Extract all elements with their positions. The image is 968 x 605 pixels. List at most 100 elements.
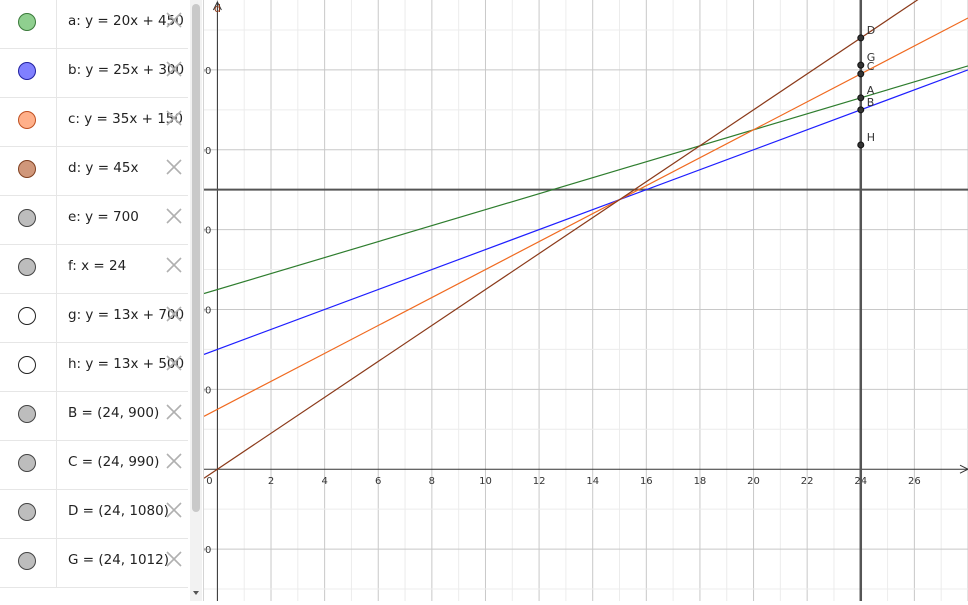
algebra-item-label[interactable]: C = (24, 990) (68, 454, 160, 470)
algebra-item[interactable]: C = (24, 990) (0, 441, 188, 490)
algebra-item[interactable]: c: y = 35x + 150 (0, 98, 188, 147)
algebra-item-gutter (0, 147, 57, 195)
y-tick-label: 1000 (204, 66, 211, 77)
algebra-item[interactable]: h: y = 13x + 500 (0, 343, 188, 392)
algebra-item-gutter (0, 343, 57, 391)
algebra-item[interactable]: b: y = 25x + 300 (0, 49, 188, 98)
x-tick-label: 20 (747, 476, 760, 487)
delete-item-icon[interactable] (164, 59, 184, 79)
delete-item-icon[interactable] (164, 108, 184, 128)
point-D (857, 34, 865, 42)
algebra-item-label[interactable]: g: y = 13x + 700 (68, 307, 185, 323)
algebra-item-label[interactable]: G = (24, 1012) (68, 552, 170, 568)
x-tick-label: 0 (206, 476, 212, 487)
visibility-toggle-icon[interactable] (18, 209, 36, 227)
graph-lines (203, 0, 968, 601)
visibility-toggle-icon[interactable] (18, 503, 36, 521)
algebra-view: a: y = 20x + 450 b: y = 25x + 300 c: y = 3… (0, 0, 204, 601)
point-C (857, 70, 865, 78)
x-tick-label: 26 (908, 476, 921, 487)
algebra-item-label[interactable]: d: y = 45x (68, 160, 139, 176)
axes: d02468101214161820222426−200200400600800… (184, 0, 968, 601)
point-label: G (867, 51, 876, 64)
delete-item-icon[interactable] (164, 206, 184, 226)
x-tick-label: 16 (640, 476, 653, 487)
delete-item-icon[interactable] (164, 353, 184, 373)
x-tick-label: 12 (533, 476, 546, 487)
delete-item-icon[interactable] (164, 549, 184, 569)
y-tick-label: 200 (204, 385, 211, 396)
point-label: H (867, 131, 875, 144)
delete-item-icon[interactable] (164, 451, 184, 471)
visibility-toggle-icon[interactable] (18, 307, 36, 325)
line-a (203, 65, 968, 295)
point-B (857, 106, 865, 114)
algebra-item-gutter (0, 0, 57, 48)
scroll-down-arrow-icon[interactable] (190, 585, 202, 599)
y-tick-label: 800 (204, 146, 211, 157)
x-tick-label: 6 (375, 476, 381, 487)
x-axis-arrow-icon (959, 464, 968, 474)
visibility-toggle-icon[interactable] (18, 405, 36, 423)
algebra-item-gutter (0, 441, 57, 489)
visibility-toggle-icon[interactable] (18, 160, 36, 178)
delete-item-icon[interactable] (164, 304, 184, 324)
grid (204, 0, 968, 601)
delete-item-icon[interactable] (164, 500, 184, 520)
algebra-item-label[interactable]: h: y = 13x + 500 (68, 356, 185, 372)
delete-item-icon[interactable] (164, 402, 184, 422)
algebra-item[interactable]: B = (24, 900) (0, 392, 188, 441)
algebra-item-gutter (0, 196, 57, 244)
algebra-item-label[interactable]: e: y = 700 (68, 209, 139, 225)
algebra-item-label[interactable]: f: x = 24 (68, 258, 127, 274)
visibility-toggle-icon[interactable] (18, 552, 36, 570)
algebra-item-label[interactable]: b: y = 25x + 300 (68, 62, 185, 78)
x-tick-label: 14 (586, 476, 599, 487)
algebra-item-label[interactable]: B = (24, 900) (68, 405, 160, 421)
algebra-item[interactable]: G = (24, 1012) (0, 539, 188, 588)
algebra-item-label[interactable]: a: y = 20x + 450 (68, 13, 184, 29)
algebra-item[interactable]: f: x = 24 (0, 245, 188, 294)
line-b (203, 69, 968, 355)
graph-canvas[interactable]: d02468101214161820222426−200200400600800… (184, 0, 968, 601)
x-tick-label: 2 (268, 476, 274, 487)
algebra-item[interactable]: d: y = 45x (0, 147, 188, 196)
x-tick-label: 22 (801, 476, 814, 487)
algebra-item[interactable]: a: y = 20x + 450 (0, 0, 188, 49)
visibility-toggle-icon[interactable] (18, 62, 36, 80)
algebra-item-gutter (0, 539, 57, 587)
visibility-toggle-icon[interactable] (18, 111, 36, 129)
y-tick-label: 400 (204, 305, 211, 316)
y-axis-arrow-icon (212, 0, 222, 11)
y-tick-label: 600 (204, 226, 211, 237)
line-c (203, 17, 968, 417)
line-d (203, 0, 919, 479)
point-label: C (867, 60, 875, 73)
point-label: B (867, 96, 875, 109)
visibility-toggle-icon[interactable] (18, 13, 36, 31)
y-axis-label: d (214, 2, 221, 15)
algebra-item-gutter (0, 98, 57, 146)
point-label: D (867, 24, 875, 37)
algebra-item-gutter (0, 49, 57, 97)
algebra-item[interactable]: e: y = 700 (0, 196, 188, 245)
algebra-item-label[interactable]: c: y = 35x + 150 (68, 111, 183, 127)
x-tick-label: 18 (694, 476, 707, 487)
algebra-item[interactable]: g: y = 13x + 700 (0, 294, 188, 343)
visibility-toggle-icon[interactable] (18, 454, 36, 472)
x-tick-label: 8 (429, 476, 435, 487)
delete-item-icon[interactable] (164, 10, 184, 30)
delete-item-icon[interactable] (164, 157, 184, 177)
algebra-item-label[interactable]: D = (24, 1080) (68, 503, 169, 519)
visibility-toggle-icon[interactable] (18, 258, 36, 276)
visibility-toggle-icon[interactable] (18, 356, 36, 374)
algebra-item-gutter (0, 294, 57, 342)
algebra-scrollbar-thumb[interactable] (192, 4, 200, 512)
algebra-item[interactable]: D = (24, 1080) (0, 490, 188, 539)
delete-item-icon[interactable] (164, 255, 184, 275)
x-tick-label: 10 (479, 476, 492, 487)
algebra-item-gutter (0, 392, 57, 440)
point-label: A (867, 84, 875, 97)
graphics-view[interactable]: d02468101214161820222426−200200400600800… (184, 0, 968, 601)
